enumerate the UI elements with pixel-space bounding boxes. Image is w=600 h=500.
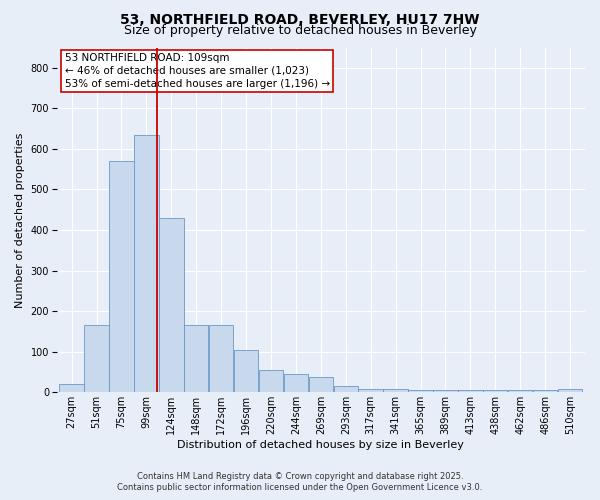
Bar <box>209 326 233 392</box>
Text: 53, NORTHFIELD ROAD, BEVERLEY, HU17 7HW: 53, NORTHFIELD ROAD, BEVERLEY, HU17 7HW <box>120 12 480 26</box>
Bar <box>184 326 208 392</box>
Y-axis label: Number of detached properties: Number of detached properties <box>15 132 25 308</box>
Bar <box>533 390 557 392</box>
Bar <box>409 390 433 392</box>
Bar <box>234 350 258 393</box>
Bar <box>483 390 508 392</box>
Bar <box>558 389 582 392</box>
Bar <box>85 326 109 392</box>
Bar <box>59 384 84 392</box>
Bar <box>334 386 358 392</box>
Bar <box>109 161 134 392</box>
Bar <box>134 134 158 392</box>
Bar <box>284 374 308 392</box>
Bar <box>358 389 383 392</box>
Bar <box>259 370 283 392</box>
Text: 53 NORTHFIELD ROAD: 109sqm
← 46% of detached houses are smaller (1,023)
53% of s: 53 NORTHFIELD ROAD: 109sqm ← 46% of deta… <box>65 52 330 89</box>
Bar <box>159 218 184 392</box>
Bar <box>383 389 408 392</box>
Bar <box>458 390 482 392</box>
Text: Contains HM Land Registry data © Crown copyright and database right 2025.
Contai: Contains HM Land Registry data © Crown c… <box>118 472 482 492</box>
Text: Size of property relative to detached houses in Beverley: Size of property relative to detached ho… <box>124 24 476 37</box>
Bar <box>308 378 333 392</box>
X-axis label: Distribution of detached houses by size in Beverley: Distribution of detached houses by size … <box>178 440 464 450</box>
Bar <box>433 390 458 392</box>
Bar <box>508 390 532 392</box>
